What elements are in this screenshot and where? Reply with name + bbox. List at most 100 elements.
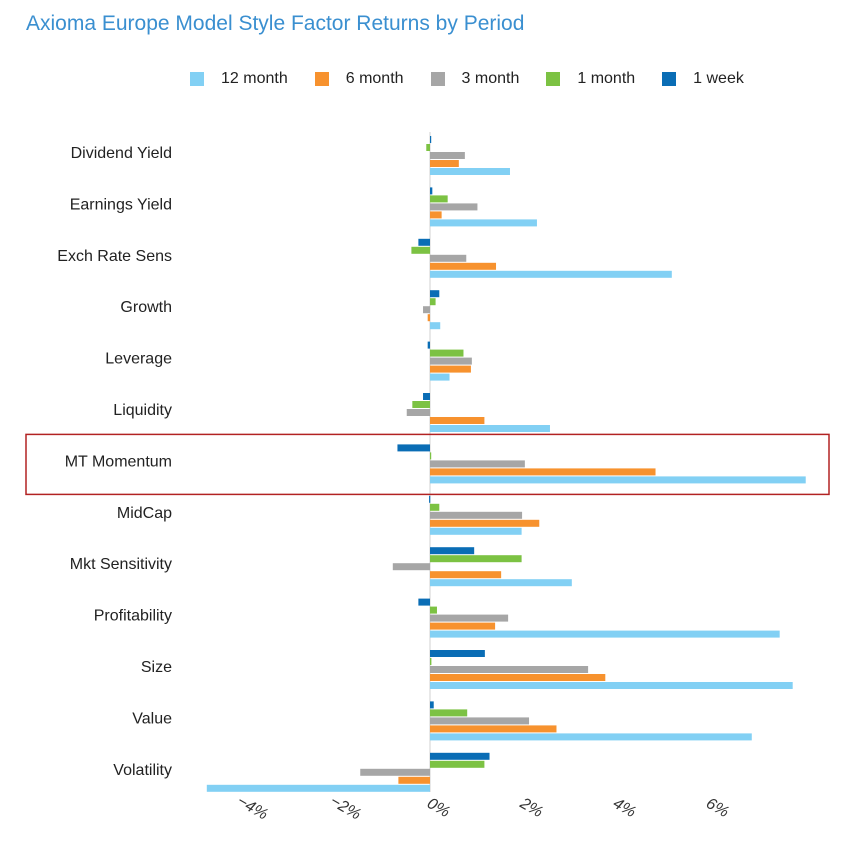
bar-growth-12-month	[430, 322, 441, 330]
bar-mt-momentum-1-week	[397, 444, 430, 452]
legend-item-6-month: 6 month	[314, 70, 404, 88]
bar-value-12-month	[430, 733, 752, 741]
bar-midcap-6-month	[430, 519, 540, 527]
bar-mkt-sensitivity-6-month	[430, 571, 502, 579]
bar-growth-1-month	[430, 298, 436, 306]
legend-item-3-month: 3 month	[430, 70, 520, 88]
bar-volatility-12-month	[206, 784, 430, 792]
legend-swatch-1-week	[662, 72, 677, 86]
bar-dividend-yield-6-month	[430, 160, 459, 167]
bar-size-12-month	[430, 682, 793, 689]
bar-midcap-1-month	[430, 503, 440, 511]
category-label-mkt-sensitivity: Mkt Sensitivity	[70, 556, 172, 573]
bar-liquidity-1-week	[423, 393, 430, 400]
x-tick-label-4: 4%	[610, 795, 639, 821]
legend-swatch-6-month	[314, 72, 329, 86]
chart-title: Axioma Europe Model Style Factor Returns…	[26, 12, 525, 35]
category-label-dividend-yield: Dividend Yield	[71, 145, 172, 162]
bar-size-1-week	[430, 650, 485, 657]
bar-mkt-sensitivity-1-month	[430, 555, 522, 563]
bar-earnings-yield-1-week	[430, 187, 433, 195]
bar-dividend-yield-1-month	[426, 144, 430, 151]
x-tick-label-6: 6%	[703, 795, 732, 821]
bar-dividend-yield-12-month	[430, 168, 510, 175]
bar-growth-3-month	[423, 306, 430, 314]
bar-liquidity-6-month	[430, 417, 485, 424]
category-label-profitability: Profitability	[94, 608, 172, 625]
legend: 12 month 6 month 3 month 1 month 1 week	[190, 70, 771, 88]
bar-dividend-yield-1-week	[430, 136, 432, 143]
category-label-size: Size	[141, 659, 172, 676]
category-label-leverage: Leverage	[105, 351, 172, 368]
category-label-mt-momentum: MT Momentum	[65, 453, 172, 470]
bar-volatility-1-week	[430, 752, 490, 760]
legend-swatch-12-month	[190, 72, 204, 86]
bar-dividend-yield-3-month	[430, 152, 465, 159]
bar-earnings-yield-3-month	[430, 203, 478, 211]
bar-mt-momentum-1-month	[430, 452, 432, 460]
bar-midcap-1-week	[429, 495, 431, 503]
bar-value-6-month	[430, 725, 557, 733]
bar-profitability-1-week	[418, 598, 430, 606]
x-tick-label-4: −4%	[234, 793, 271, 824]
bar-profitability-12-month	[430, 630, 780, 638]
bar-value-1-month	[430, 709, 468, 717]
bar-mkt-sensitivity-12-month	[430, 579, 572, 587]
category-label-value: Value	[132, 710, 172, 727]
bar-leverage-12-month	[430, 373, 450, 381]
legend-label-1-week: 1 week	[693, 70, 744, 87]
category-label-midcap: MidCap	[117, 505, 172, 522]
bar-exch-rate-sens-12-month	[430, 270, 672, 278]
bar-earnings-yield-1-month	[430, 195, 448, 203]
bar-mkt-sensitivity-3-month	[392, 563, 430, 571]
x-tick-label-0: 0%	[424, 795, 453, 821]
category-label-exch-rate-sens: Exch Rate Sens	[57, 248, 172, 265]
category-label-growth: Growth	[120, 299, 172, 316]
bar-liquidity-12-month	[430, 425, 550, 432]
legend-swatch-1-month	[546, 72, 561, 86]
bar-profitability-1-month	[430, 606, 437, 614]
bar-size-6-month	[430, 674, 606, 681]
bar-leverage-1-week	[427, 341, 430, 349]
x-tick-label-2: 2%	[516, 794, 545, 821]
bar-mt-momentum-12-month	[430, 476, 806, 484]
bar-value-1-week	[430, 701, 434, 709]
bar-size-1-month	[430, 658, 432, 665]
legend-label-1-month: 1 month	[577, 70, 636, 87]
legend-label-3-month: 3 month	[461, 70, 520, 87]
bar-midcap-12-month	[430, 527, 522, 535]
x-tick-label-2: −2%	[327, 793, 364, 824]
bar-mt-momentum-3-month	[430, 460, 525, 468]
bar-exch-rate-sens-6-month	[430, 262, 497, 270]
bar-exch-rate-sens-1-month	[411, 246, 430, 254]
bar-size-3-month	[430, 666, 589, 673]
legend-swatch-3-month	[430, 72, 445, 86]
bar-exch-rate-sens-1-week	[418, 238, 430, 246]
bar-profitability-6-month	[430, 622, 496, 630]
bar-profitability-3-month	[430, 614, 509, 622]
category-label-volatility: Volatility	[113, 762, 172, 779]
highlight-box-mt-momentum	[25, 433, 830, 496]
category-label-earnings-yield: Earnings Yield	[70, 196, 172, 213]
bar-earnings-yield-12-month	[430, 219, 537, 227]
bar-mkt-sensitivity-1-week	[430, 547, 475, 555]
bar-volatility-1-month	[430, 760, 485, 768]
legend-item-1-month: 1 month	[546, 70, 635, 88]
bar-leverage-1-month	[430, 349, 464, 357]
category-label-liquidity: Liquidity	[113, 402, 172, 419]
bar-mt-momentum-6-month	[430, 468, 656, 476]
legend-label-12-month: 12 month	[221, 70, 288, 87]
bar-volatility-6-month	[398, 776, 430, 784]
bar-leverage-6-month	[430, 365, 471, 373]
bar-value-3-month	[430, 717, 530, 725]
bar-volatility-3-month	[360, 768, 430, 776]
bar-liquidity-3-month	[406, 409, 430, 416]
bar-growth-1-week	[430, 290, 440, 298]
bar-growth-6-month	[427, 314, 430, 322]
bar-midcap-3-month	[430, 511, 523, 519]
bar-earnings-yield-6-month	[430, 211, 442, 219]
legend-item-1-week: 1 week	[662, 70, 744, 88]
bar-leverage-3-month	[430, 357, 472, 365]
bar-liquidity-1-month	[412, 401, 430, 408]
